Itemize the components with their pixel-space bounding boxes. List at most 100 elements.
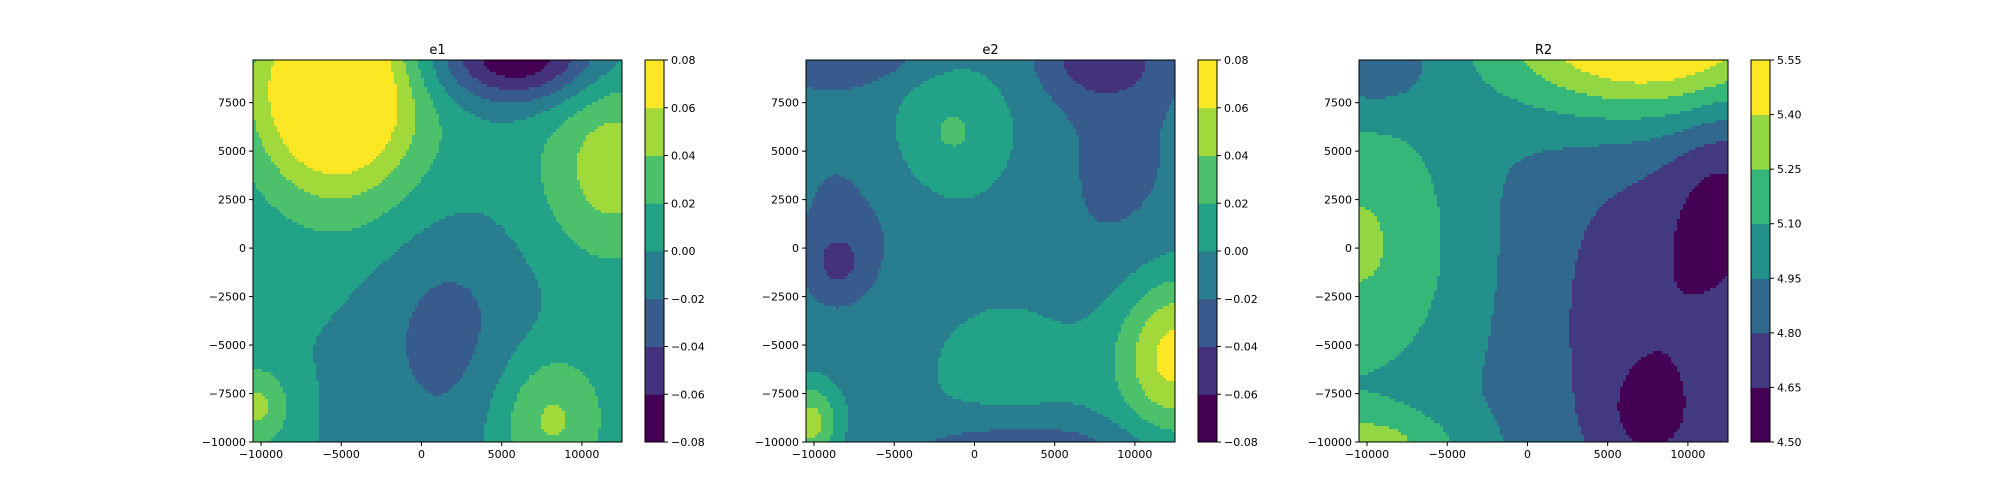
y-tick-label: 5000 xyxy=(1324,145,1352,158)
y-tick-label: −10000 xyxy=(202,436,246,449)
colorbar-band xyxy=(1751,278,1770,334)
x-tick-label: −10000 xyxy=(239,448,283,461)
x-tick-label: 10000 xyxy=(564,448,599,461)
y-tick-label: 7500 xyxy=(218,97,246,110)
colorbar-tick-label: −0.02 xyxy=(671,293,705,306)
colorbar-band xyxy=(645,394,664,443)
y-tick-label: −7500 xyxy=(1315,388,1352,401)
colorbar-tick-label: −0.04 xyxy=(1224,341,1258,354)
y-tick-label: −2500 xyxy=(1315,291,1352,304)
x-tick-label: 10000 xyxy=(1670,448,1705,461)
x-tick-label: 10000 xyxy=(1117,448,1152,461)
y-tick-label: −2500 xyxy=(209,291,246,304)
colorbar-band xyxy=(1751,114,1770,170)
colorbar-tick-label: −0.06 xyxy=(671,388,705,401)
y-tick-label: −10000 xyxy=(755,436,799,449)
y-tick-label: 5000 xyxy=(218,145,246,158)
colorbar-band xyxy=(645,298,664,347)
colorbar-tick-label: 0.08 xyxy=(671,54,696,67)
colorbar-band xyxy=(1751,169,1770,225)
x-tick-label: −10000 xyxy=(792,448,836,461)
colorbar-tick-label: 0.00 xyxy=(1224,245,1249,258)
colorbar-tick-label: 5.25 xyxy=(1777,163,1802,176)
colorbar-tick-label: 4.95 xyxy=(1777,272,1802,285)
colorbar-frame xyxy=(1750,59,1771,443)
colorbar: 4.50 4.65 4.80 4.95 5.10 5.25 5.40 5.55 xyxy=(1750,54,1802,449)
colorbar-tick-label: −0.08 xyxy=(671,436,705,449)
x-tick-label: 5000 xyxy=(488,448,516,461)
x-tick-label: 5000 xyxy=(1041,448,1069,461)
colorbar-band xyxy=(645,251,664,300)
colorbar-band xyxy=(1751,387,1770,443)
panel-e2: e2 −10000 −5000 0 5000 10000 −10000 −7500 −5000 −… xyxy=(755,43,1258,461)
colorbar-tick-label: 4.65 xyxy=(1777,381,1802,394)
colorbar-band xyxy=(1198,346,1217,395)
x-tick-label: 0 xyxy=(971,448,978,461)
plot-frame xyxy=(805,59,1176,443)
colorbar-band xyxy=(1198,60,1217,109)
panel-title: e2 xyxy=(982,43,998,58)
colorbar-band xyxy=(645,60,664,109)
y-tick-label: 2500 xyxy=(218,194,246,207)
y-tick-label: 7500 xyxy=(1324,97,1352,110)
colorbar-tick-label: 5.10 xyxy=(1777,218,1802,231)
contour-plot xyxy=(253,60,622,442)
y-tick-label: −7500 xyxy=(762,388,799,401)
y-tick-label: −5000 xyxy=(209,339,246,352)
panel-title: R2 xyxy=(1535,43,1552,58)
y-tick-label: −10000 xyxy=(1308,436,1352,449)
colorbar-band xyxy=(1751,223,1770,279)
plot-frame xyxy=(1358,59,1729,443)
x-tick-label: −5000 xyxy=(876,448,913,461)
colorbar: −0.08 −0.06 −0.04 −0.02 0.00 0.02 0.04 0.06 0.08 xyxy=(644,54,705,449)
x-tick-label: −5000 xyxy=(323,448,360,461)
panel-R2: R2 −10000 −5000 0 5000 10000 −10000 −7500 −5000 −… xyxy=(1308,43,1802,461)
colorbar-band xyxy=(1198,107,1217,156)
y-tick-label: −5000 xyxy=(762,339,799,352)
colorbar-tick-label: 5.55 xyxy=(1777,54,1802,67)
x-tick-label: 0 xyxy=(1524,448,1531,461)
colorbar-band xyxy=(1751,332,1770,388)
y-tick-label: −5000 xyxy=(1315,339,1352,352)
y-tick-label: 0 xyxy=(792,242,799,255)
y-tick-label: 2500 xyxy=(771,194,799,207)
colorbar-tick-label: 0.02 xyxy=(1224,197,1249,210)
contour-plot xyxy=(1359,60,1728,442)
x-tick-label: 5000 xyxy=(1594,448,1622,461)
colorbar-band xyxy=(645,203,664,252)
contour-plot xyxy=(806,60,1175,442)
colorbar-tick-label: −0.04 xyxy=(671,341,705,354)
colorbar-band xyxy=(1198,298,1217,347)
panel-title: e1 xyxy=(429,43,445,58)
colorbar-tick-label: −0.02 xyxy=(1224,293,1258,306)
colorbar-band xyxy=(1198,155,1217,204)
colorbar-band xyxy=(1198,394,1217,443)
y-tick-label: −7500 xyxy=(209,388,246,401)
y-tick-label: −2500 xyxy=(762,291,799,304)
colorbar: −0.08 −0.06 −0.04 −0.02 0.00 0.02 0.04 0.06 0.08 xyxy=(1197,54,1258,449)
colorbar-band xyxy=(645,107,664,156)
colorbar-tick-label: 4.80 xyxy=(1777,327,1802,340)
x-tick-label: −5000 xyxy=(1429,448,1466,461)
y-tick-label: 0 xyxy=(1345,242,1352,255)
colorbar-band xyxy=(1198,251,1217,300)
colorbar-tick-label: 5.40 xyxy=(1777,109,1802,122)
panel-e1: e1 −10000 −5000 0 5000 10000 −10000 −7500 −5000 −… xyxy=(202,43,705,461)
colorbar-tick-label: 0.02 xyxy=(671,197,696,210)
colorbar-tick-label: −0.06 xyxy=(1224,388,1258,401)
colorbar-tick-label: 0.04 xyxy=(1224,150,1249,163)
x-tick-label: 0 xyxy=(418,448,425,461)
colorbar-band xyxy=(645,346,664,395)
colorbar-tick-label: 0.04 xyxy=(671,150,696,163)
y-tick-label: 0 xyxy=(239,242,246,255)
colorbar-tick-label: 0.00 xyxy=(671,245,696,258)
y-tick-label: 7500 xyxy=(771,97,799,110)
colorbar-tick-label: 0.08 xyxy=(1224,54,1249,67)
y-tick-label: 5000 xyxy=(771,145,799,158)
plot-frame xyxy=(252,59,623,443)
colorbar-tick-label: 0.06 xyxy=(671,102,696,115)
x-tick-label: −10000 xyxy=(1345,448,1389,461)
colorbar-band xyxy=(1751,60,1770,116)
colorbar-tick-label: 0.06 xyxy=(1224,102,1249,115)
